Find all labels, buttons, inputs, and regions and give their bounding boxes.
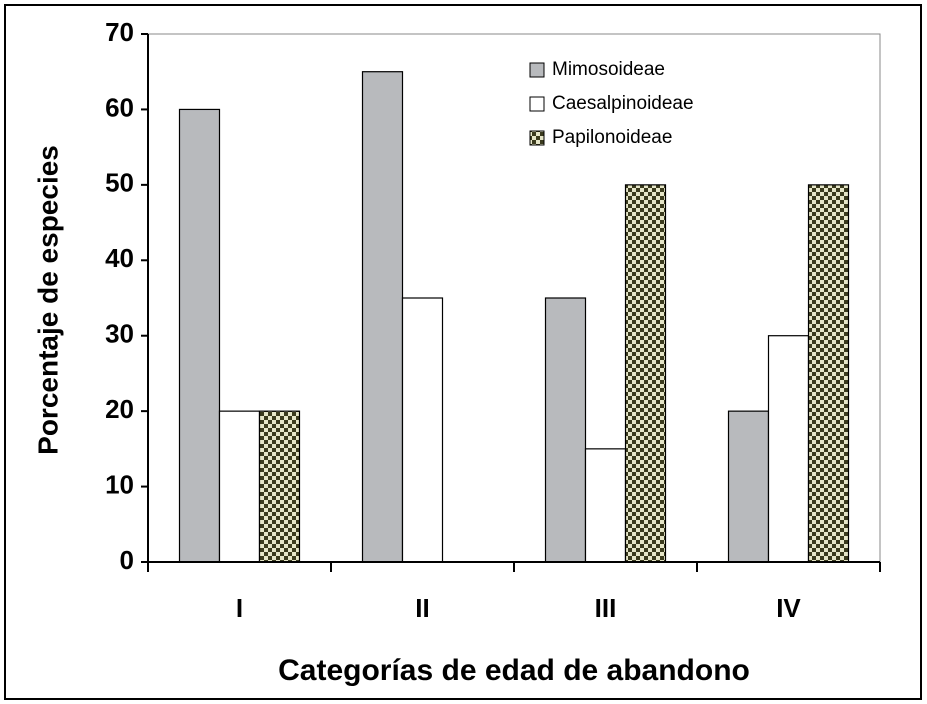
bar (544, 297, 587, 563)
bar (624, 184, 667, 563)
y-tick-label: 30 (105, 319, 134, 349)
x-tick-label: I (236, 593, 243, 623)
y-tick-label: 40 (105, 243, 134, 273)
legend-label: Mimosoideae (552, 59, 665, 80)
y-tick-label: 10 (105, 469, 134, 499)
bar (218, 410, 261, 563)
y-axis-label: Porcentaje de especies (32, 145, 63, 455)
legend-swatch (529, 62, 545, 78)
y-tick-label: 20 (105, 394, 134, 424)
bar (584, 448, 627, 563)
legend-label: Papilonoideae (552, 127, 672, 148)
bar (767, 335, 810, 563)
y-tick-label: 60 (105, 92, 134, 122)
bar (727, 410, 770, 563)
bar (178, 108, 221, 563)
bar (258, 410, 301, 563)
y-tick-label: 70 (105, 17, 134, 47)
y-tick-label: 0 (120, 545, 134, 575)
bar (401, 297, 444, 563)
legend-swatch (529, 96, 545, 112)
x-tick-label: III (595, 593, 617, 623)
y-tick-label: 50 (105, 168, 134, 198)
bar (361, 71, 404, 563)
x-axis-label: Categorías de edad de abandono (278, 654, 750, 687)
x-tick-label: II (415, 593, 429, 623)
legend-swatch (529, 130, 545, 146)
x-tick-label: IV (776, 593, 801, 623)
bar (807, 184, 850, 563)
legend-label: Caesalpinoideae (552, 93, 694, 114)
